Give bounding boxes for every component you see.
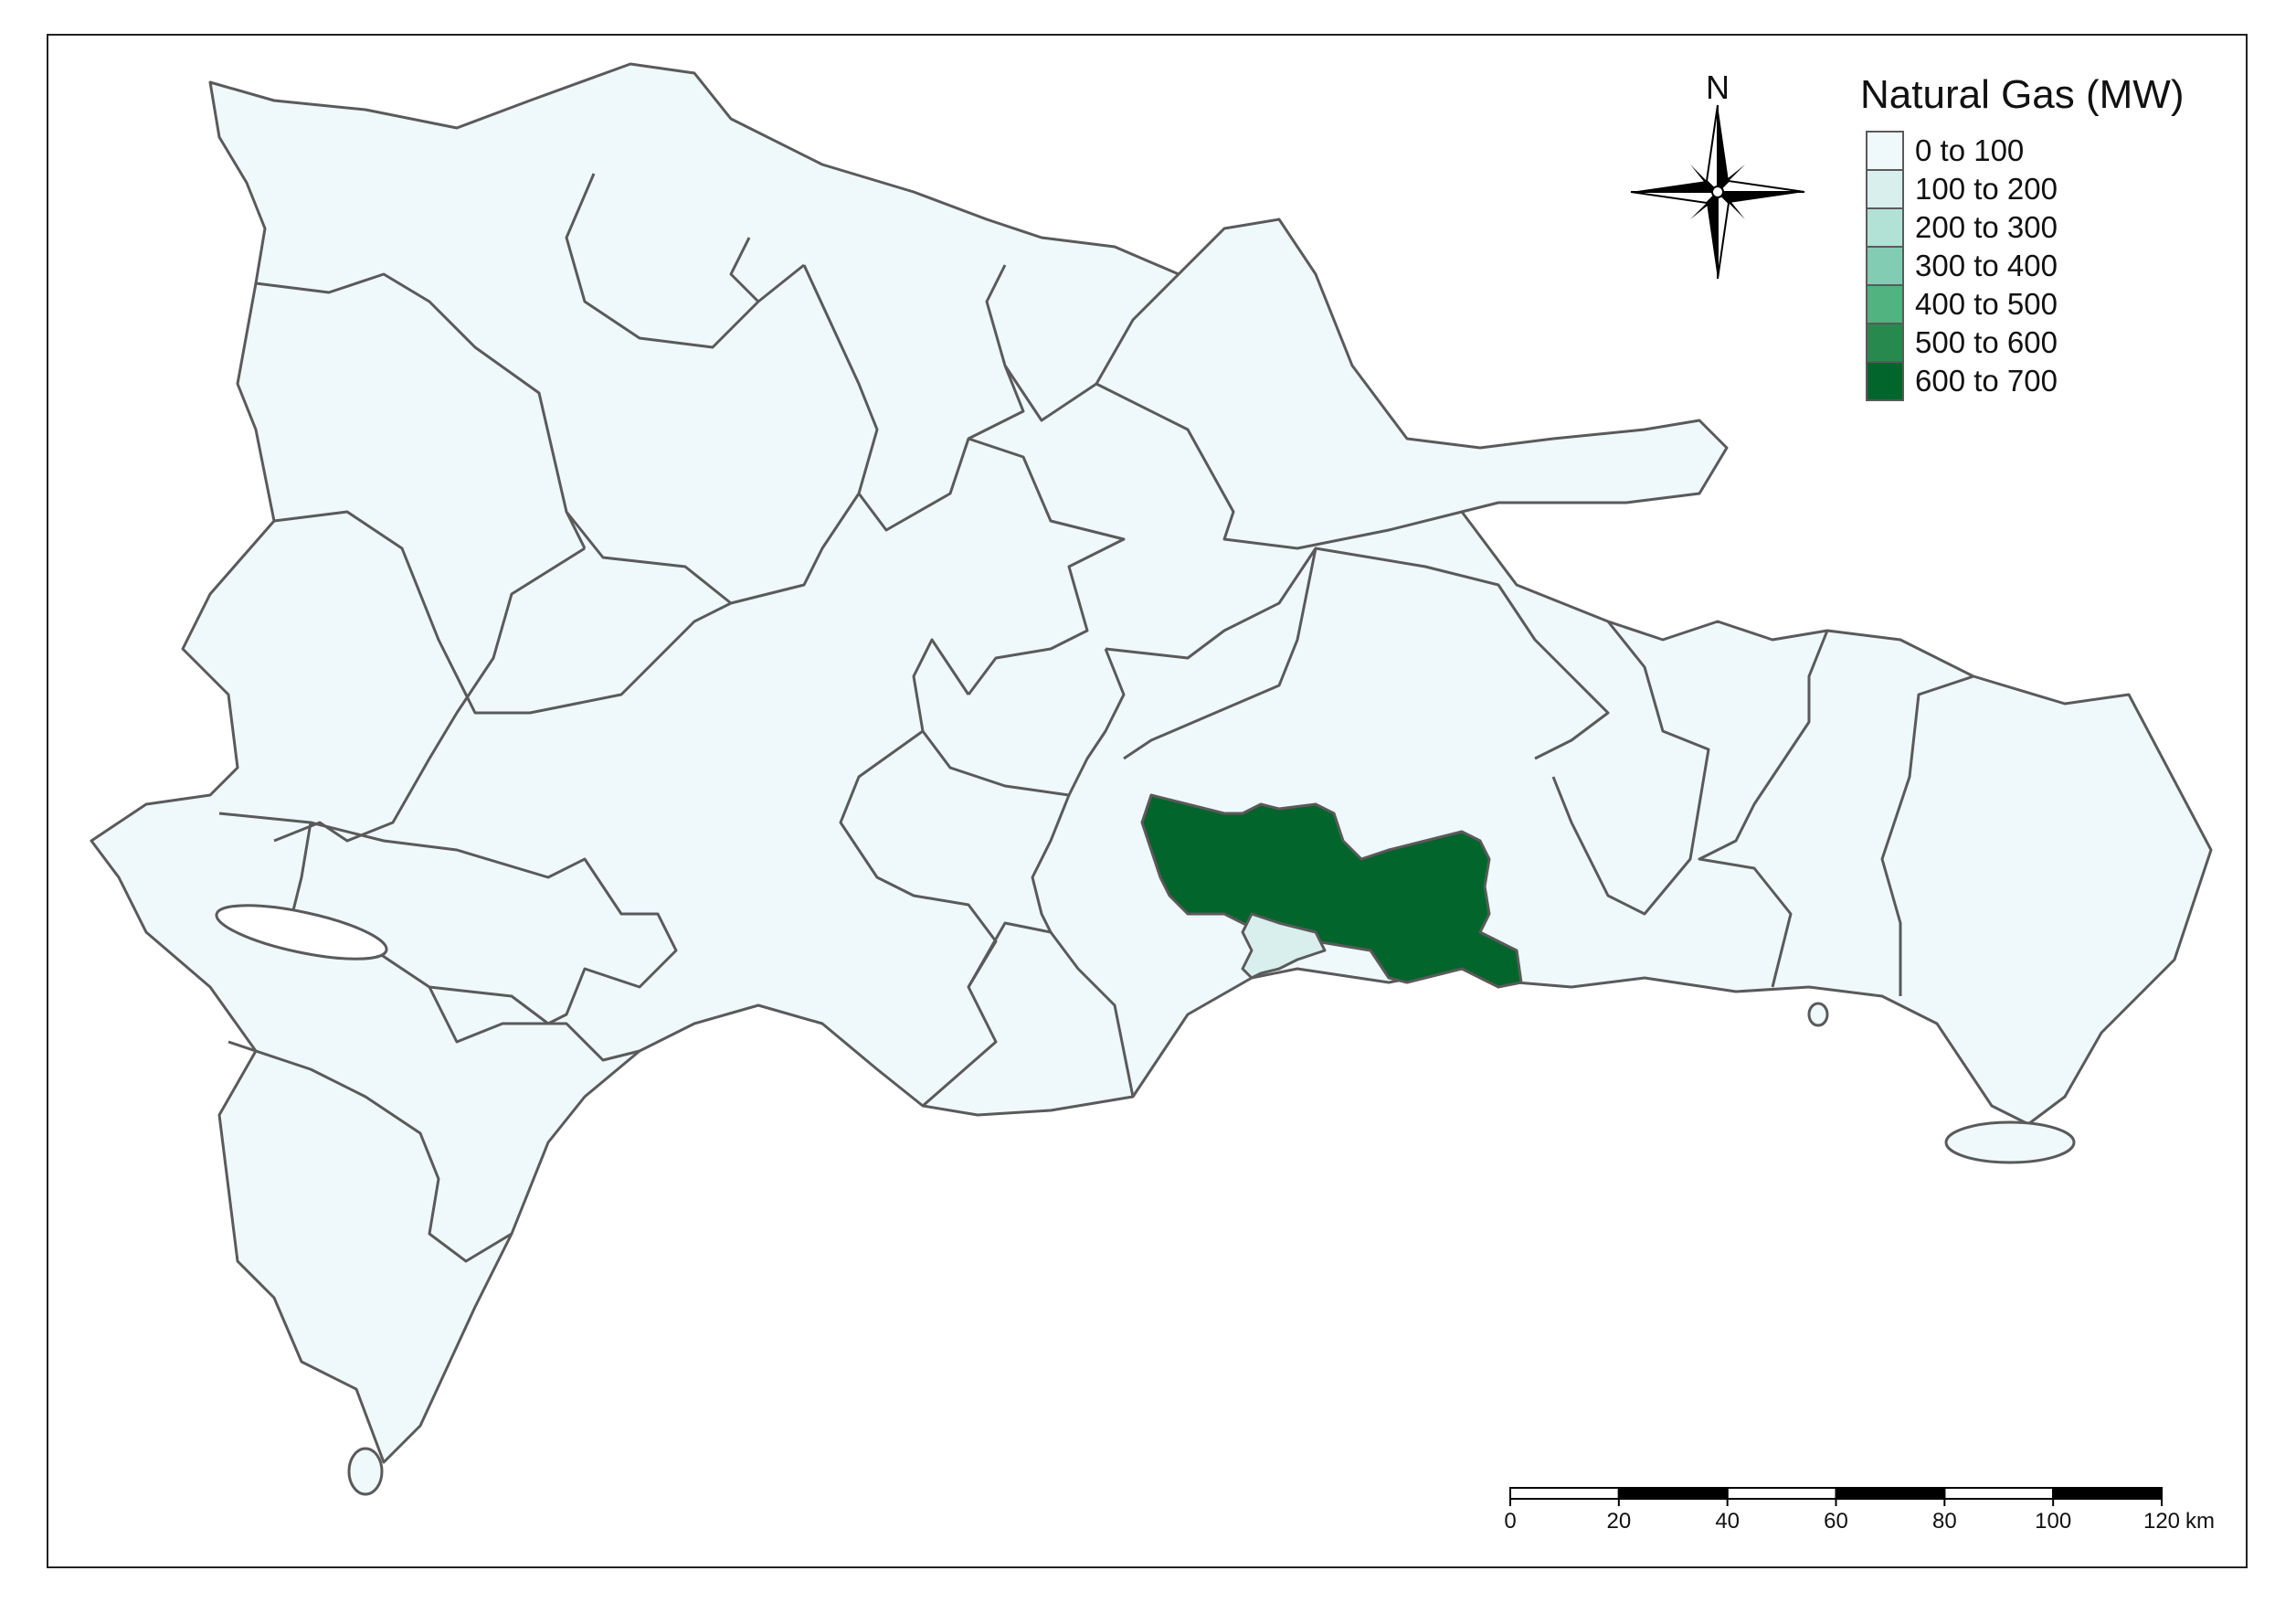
legend-label-3: 300 to 400 — [1915, 249, 2058, 282]
scale-unit: km — [2185, 1509, 2215, 1534]
legend-swatch-3 — [1866, 246, 1904, 286]
legend-title: Natural Gas (MW) — [1860, 72, 2184, 117]
legend-label-1: 100 to 200 — [1915, 172, 2058, 206]
legend-label-2: 200 to 300 — [1915, 210, 2058, 244]
legend-swatch-0 — [1866, 131, 1904, 171]
boundary-18 — [967, 921, 1052, 988]
scale-label-3: 60 — [1824, 1509, 1848, 1534]
small-islands — [347, 1002, 2076, 1496]
compass-rose-icon — [1630, 104, 1805, 280]
legend-swatch-2 — [1866, 207, 1904, 248]
lake-enriquillo — [215, 904, 388, 961]
boundary-10 — [912, 638, 1126, 797]
legend-label-4: 400 to 500 — [1915, 287, 2058, 321]
legend-label-0: 0 to 100 — [1915, 133, 2024, 167]
scale-label-2: 40 — [1715, 1509, 1740, 1534]
island-saona — [1944, 1120, 2076, 1164]
legend-label-6: 600 to 700 — [1915, 364, 2058, 398]
boundary-9 — [967, 437, 1126, 695]
boundary-22 — [227, 1040, 513, 1263]
scale-segment-3 — [1835, 1487, 1946, 1500]
boundary-23 — [428, 986, 640, 1062]
boundary-8 — [1095, 382, 1463, 550]
boundary-13 — [1551, 621, 1710, 916]
scale-label-0: 0 — [1504, 1509, 1516, 1534]
boundary-4 — [565, 264, 879, 605]
scale-label-4: 80 — [1932, 1509, 1957, 1534]
scale-segment-5 — [2052, 1487, 2164, 1500]
scale-segment-1 — [1617, 1487, 1729, 1500]
boundary-6 — [857, 264, 1025, 532]
province-highlight-100-200 — [1241, 912, 1327, 980]
province-highlight-600-700 — [1140, 793, 1523, 989]
boundary-12 — [1315, 547, 1610, 760]
north-label: N — [1706, 69, 1730, 106]
island-catalina — [1807, 1002, 1829, 1027]
legend-label-5: 500 to 600 — [1915, 325, 2058, 359]
boundary-20 — [218, 812, 678, 1025]
scale-label-6: 120 — [2143, 1509, 2180, 1534]
north-arrow: N — [1630, 69, 1805, 280]
legend-items: 0 to 100 100 to 200 200 to 300 300 to 400 40… — [1866, 131, 2058, 401]
scale-segment-2 — [1726, 1487, 1837, 1500]
legend: Natural Gas (MW) 0 to 100 100 to 200 200 t… — [1860, 72, 2184, 401]
boundary-14 — [1698, 630, 1829, 988]
scale-segment-0 — [1509, 1487, 1620, 1500]
legend-swatch-4 — [1866, 284, 1904, 324]
boundary-5 — [273, 510, 732, 715]
boundary-1 — [255, 272, 587, 549]
boundary-19 — [273, 547, 586, 843]
boundary-16 — [839, 729, 998, 1108]
island-beata — [347, 1447, 384, 1496]
legend-swatch-6 — [1866, 361, 1904, 401]
scale-bar: 0 20 40 60 80 100 120 km — [1504, 1487, 2215, 1534]
province-boundaries — [218, 173, 1974, 1263]
boundary-17 — [1031, 794, 1135, 1098]
scale-label-5: 100 — [2035, 1509, 2071, 1534]
scale-label-1: 20 — [1606, 1509, 1631, 1534]
scale-segment-4 — [1943, 1487, 2055, 1500]
map-land — [90, 62, 2213, 1464]
boundary-15 — [1880, 674, 1974, 996]
boundary-3 — [729, 237, 760, 303]
legend-swatch-5 — [1866, 323, 1904, 363]
legend-swatch-1 — [1866, 169, 1904, 209]
island-outline — [90, 62, 2213, 1464]
